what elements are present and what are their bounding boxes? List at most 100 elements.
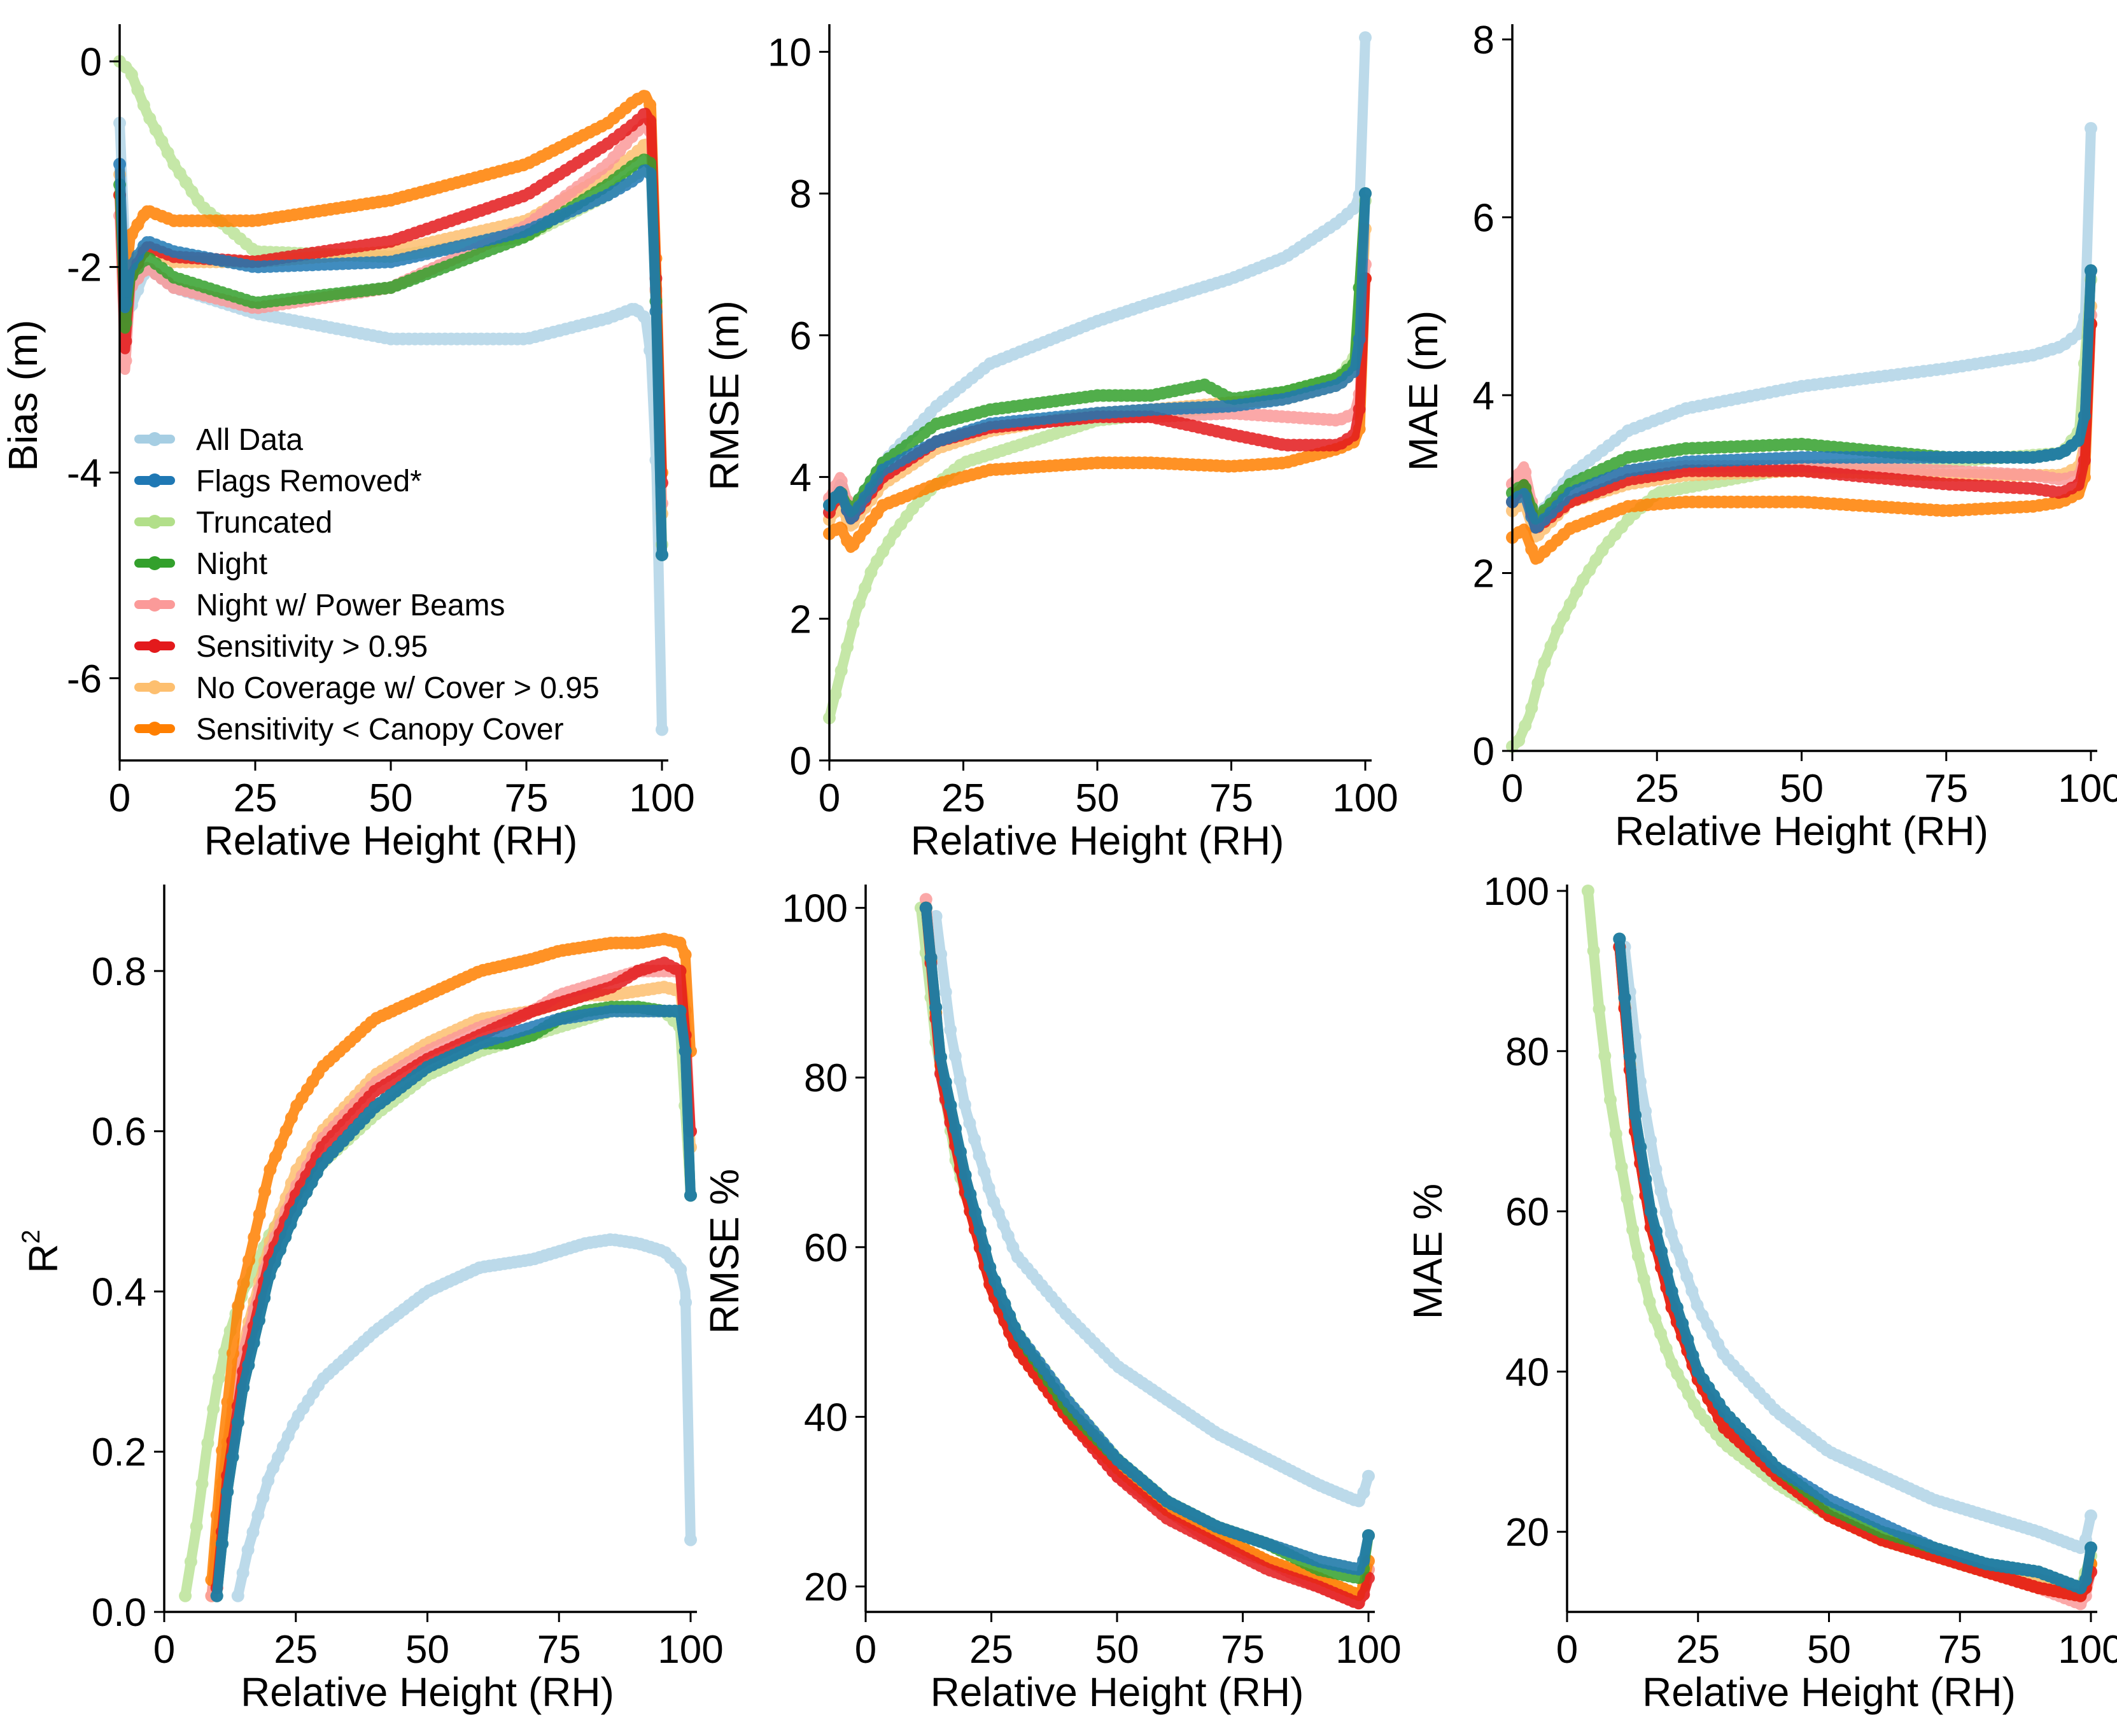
- data-point: [673, 936, 687, 949]
- series-flags-removed-: [210, 1004, 697, 1602]
- data-point: [1519, 466, 1532, 479]
- legend-entry: Night: [134, 547, 267, 581]
- data-point: [1347, 429, 1360, 442]
- series-flags-removed-: [823, 187, 1372, 525]
- x-tick-label: 50: [405, 1628, 449, 1672]
- data-point: [1618, 991, 1631, 1004]
- data-point: [262, 1474, 275, 1487]
- data-point: [998, 1298, 1011, 1311]
- data-point: [1682, 1388, 1695, 1401]
- x-axis-label: Relative Height (RH): [911, 818, 1284, 864]
- series-group: [823, 31, 1372, 725]
- legend-swatch-marker: [148, 473, 162, 487]
- data-point: [1604, 1093, 1617, 1107]
- data-point: [948, 1049, 962, 1063]
- data-point: [870, 555, 883, 568]
- data-point: [1649, 1225, 1663, 1238]
- data-point: [1589, 554, 1603, 567]
- legend-label: Sensitivity < Canopy Cover: [196, 713, 564, 746]
- x-tick-label: 50: [1095, 1628, 1139, 1672]
- data-point: [1654, 1184, 1668, 1198]
- x-axis-label: Relative Height (RH): [1615, 808, 1988, 854]
- data-point: [684, 1189, 697, 1202]
- y-tick-label: 20: [1505, 1511, 1549, 1555]
- data-point: [1353, 403, 1366, 416]
- x-tick-label: 75: [505, 776, 549, 820]
- data-point: [131, 83, 144, 97]
- y-tick-label: 40: [804, 1396, 848, 1439]
- data-point: [1593, 1002, 1606, 1016]
- data-point: [232, 1299, 245, 1313]
- x-tick-label: 0: [153, 1628, 175, 1672]
- data-point: [929, 1001, 943, 1014]
- series-no-coverage-w-cover-0-95: [205, 981, 697, 1602]
- series-night: [210, 1000, 697, 1602]
- data-point: [119, 297, 132, 310]
- data-point: [2085, 122, 2097, 135]
- data-point: [149, 123, 162, 137]
- data-point: [934, 948, 948, 961]
- y-tick-label: 0.6: [92, 1110, 146, 1154]
- data-point: [929, 910, 943, 923]
- data-point: [272, 1451, 285, 1464]
- data-point: [155, 135, 169, 148]
- data-point: [241, 1543, 255, 1557]
- data-point: [1696, 1309, 1709, 1322]
- legend-label: Night w/ Power Beams: [196, 589, 505, 622]
- series-line: [211, 1005, 696, 1601]
- data-point: [1639, 1173, 1652, 1186]
- data-point: [213, 1371, 225, 1385]
- y-tick-label: 40: [1505, 1350, 1549, 1394]
- x-tick-label: 25: [941, 776, 985, 820]
- data-point: [944, 1099, 957, 1112]
- data-point: [993, 1285, 1006, 1299]
- x-tick-label: 75: [1209, 776, 1253, 820]
- data-point: [1512, 734, 1526, 747]
- data-point: [876, 545, 890, 558]
- data-point: [919, 901, 932, 914]
- y-axis-label: R2: [17, 1229, 66, 1273]
- legend-swatch-marker: [148, 680, 162, 694]
- data-point: [1001, 1229, 1015, 1243]
- data-point: [131, 249, 144, 262]
- x-tick-label: 100: [1332, 776, 1398, 820]
- data-point: [2071, 478, 2085, 491]
- data-point: [131, 218, 144, 232]
- y-tick-label: 8: [790, 172, 812, 216]
- x-axis-label: Relative Height (RH): [241, 1669, 614, 1715]
- series-flags-removed-: [1613, 932, 2097, 1595]
- data-point: [953, 1074, 967, 1087]
- data-point: [267, 1461, 280, 1474]
- data-point: [969, 1206, 981, 1219]
- data-point: [1347, 202, 1360, 215]
- y-tick-label: -2: [67, 246, 102, 290]
- data-point: [231, 1589, 244, 1602]
- data-point: [247, 1336, 260, 1349]
- data-point: [305, 1176, 318, 1189]
- series-group: [179, 932, 697, 1602]
- y-tick-label: 6: [790, 314, 812, 358]
- data-point: [1670, 1242, 1683, 1255]
- data-point: [279, 1230, 292, 1243]
- y-tick-label: 0.0: [92, 1591, 146, 1635]
- data-point: [119, 316, 132, 330]
- data-point: [1654, 1327, 1667, 1340]
- data-point: [1006, 1240, 1020, 1254]
- data-point: [982, 1181, 995, 1194]
- data-point: [679, 948, 692, 962]
- y-axis-label: RMSE (m): [701, 300, 747, 491]
- legend-entry: No Coverage w/ Cover > 0.95: [134, 671, 600, 705]
- x-tick-label: 50: [1076, 776, 1120, 820]
- y-tick-label: -6: [67, 657, 102, 701]
- legend-swatch-marker: [148, 432, 162, 446]
- data-point: [281, 1429, 295, 1443]
- x-tick-label: 50: [1780, 767, 1824, 811]
- data-point: [125, 228, 138, 241]
- data-point: [684, 1533, 697, 1546]
- data-point: [1557, 610, 1570, 623]
- data-point: [1686, 1349, 1699, 1362]
- data-point: [119, 335, 132, 348]
